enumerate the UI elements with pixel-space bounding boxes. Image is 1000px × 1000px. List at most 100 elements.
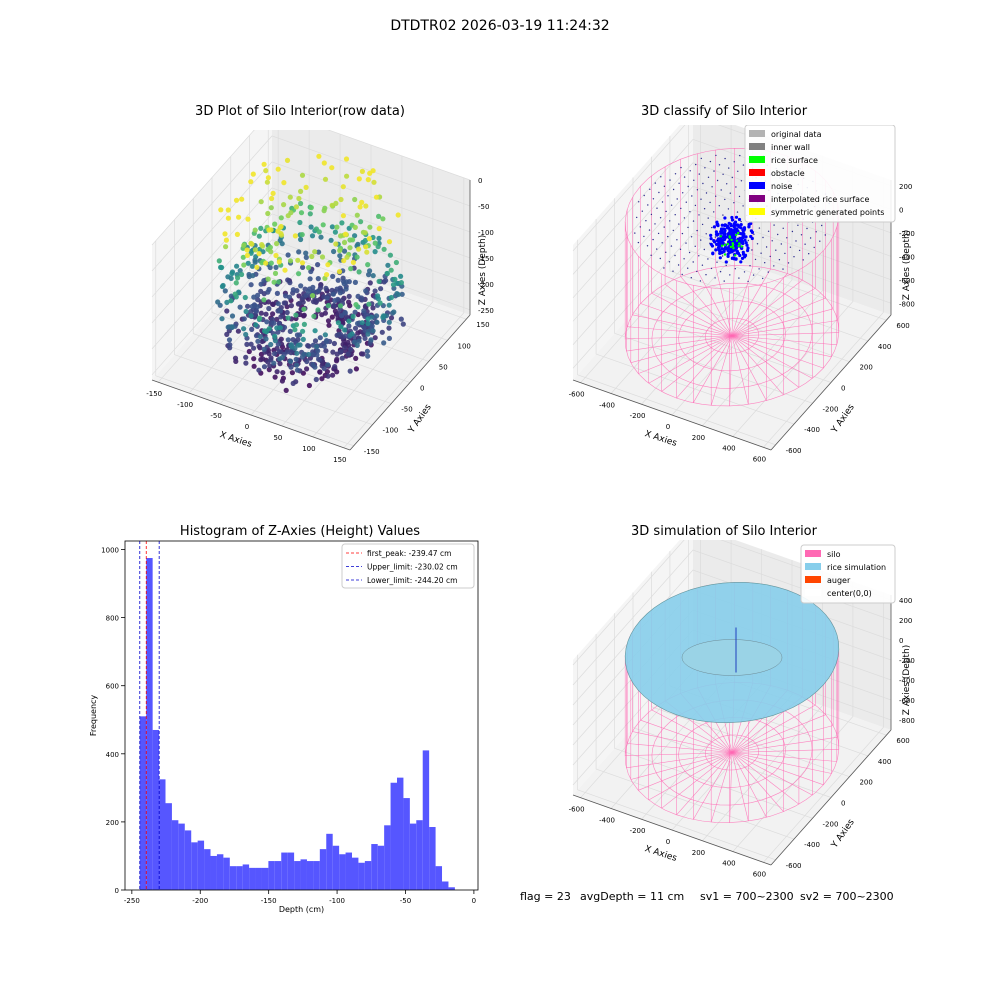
noise-point — [739, 232, 743, 236]
data-point — [398, 280, 404, 286]
noise-point — [749, 234, 753, 239]
silo-floor-spoke — [680, 276, 733, 336]
data-point — [294, 350, 300, 356]
interp-point — [667, 235, 669, 238]
data-point — [380, 216, 386, 222]
data-point — [251, 345, 257, 351]
data-point — [353, 302, 359, 308]
data-point — [332, 298, 338, 304]
data-point — [246, 348, 252, 355]
grid-line-y — [192, 198, 392, 404]
silo-floor-spoke — [664, 283, 733, 337]
interp-point — [700, 239, 702, 241]
data-point — [369, 323, 375, 329]
interp-point — [647, 204, 649, 206]
data-point — [321, 365, 327, 371]
silo-floor-spoke — [640, 303, 733, 337]
x-tick-label: -200 — [192, 897, 208, 905]
data-point — [276, 321, 282, 327]
data-point — [375, 244, 381, 250]
data-point — [276, 349, 282, 355]
data-point — [218, 264, 224, 270]
histogram-bar — [255, 867, 262, 890]
data-point — [264, 179, 270, 185]
noise-point — [718, 256, 722, 260]
noise-point — [725, 226, 729, 230]
data-point — [355, 320, 361, 327]
rice-surface-point — [726, 242, 729, 246]
data-point — [272, 221, 278, 227]
data-point — [296, 195, 302, 202]
data-point — [272, 374, 278, 380]
noise-point — [737, 217, 742, 222]
legend-swatch — [805, 563, 821, 570]
interp-point — [723, 280, 725, 282]
histogram-bar — [429, 827, 436, 890]
data-point — [322, 310, 328, 316]
data-point — [242, 294, 248, 301]
data-point — [362, 237, 368, 244]
data-point — [298, 188, 304, 194]
interp-point — [713, 211, 715, 213]
data-point — [303, 184, 309, 190]
interp-point — [674, 173, 677, 175]
x-tick-label: -100 — [329, 897, 345, 905]
interp-point — [694, 245, 696, 247]
z-tick-label: 0 — [478, 177, 482, 185]
silo-floor-spoke — [731, 725, 834, 753]
histogram-bar — [403, 798, 410, 890]
y-tick-label: 0 — [115, 887, 119, 895]
interp-point — [722, 214, 724, 216]
x-tick-label: -600 — [569, 806, 585, 814]
data-point — [263, 311, 269, 317]
data-point — [306, 265, 312, 271]
histogram-bar — [300, 859, 307, 890]
histogram-bar — [332, 845, 340, 890]
data-point — [390, 282, 397, 288]
grid-line-y — [632, 177, 832, 383]
silo-floor-spoke — [627, 326, 733, 337]
data-point — [236, 214, 242, 220]
y-tick-label: -600 — [786, 447, 802, 455]
data-point — [233, 280, 239, 286]
data-point — [365, 331, 371, 337]
interp-point — [742, 164, 745, 166]
data-point — [237, 268, 243, 274]
data-point — [293, 356, 299, 362]
interp-point — [754, 258, 757, 261]
data-point — [333, 241, 339, 247]
data-point — [232, 291, 238, 297]
data-point — [281, 324, 288, 330]
histogram-bar — [210, 855, 217, 890]
interp-point — [634, 232, 636, 234]
data-point — [329, 165, 335, 171]
noise-point — [732, 225, 736, 229]
data-point — [244, 247, 250, 253]
interp-point — [676, 239, 678, 241]
legend-label: original data — [771, 130, 822, 139]
interp-point — [800, 234, 803, 236]
data-point — [300, 336, 306, 342]
data-point — [309, 253, 315, 260]
interp-point — [784, 252, 786, 255]
data-point — [321, 343, 327, 349]
data-point — [355, 330, 361, 336]
data-point — [313, 344, 320, 350]
interp-point — [747, 280, 749, 283]
y-tick-label: 600 — [106, 683, 119, 691]
legend-swatch — [805, 550, 821, 557]
legend-swatch — [749, 156, 765, 163]
data-point — [255, 338, 261, 344]
data-point — [361, 324, 367, 331]
data-point — [256, 367, 262, 373]
data-point — [215, 299, 221, 305]
data-point — [386, 325, 392, 331]
noise-cluster — [709, 215, 754, 264]
rice-surface-point — [731, 243, 735, 246]
data-point — [372, 288, 378, 294]
interp-point — [702, 182, 704, 185]
data-point — [290, 380, 296, 386]
data-point — [245, 216, 251, 222]
data-point — [346, 323, 352, 329]
silo-floor-spoke — [630, 335, 733, 363]
